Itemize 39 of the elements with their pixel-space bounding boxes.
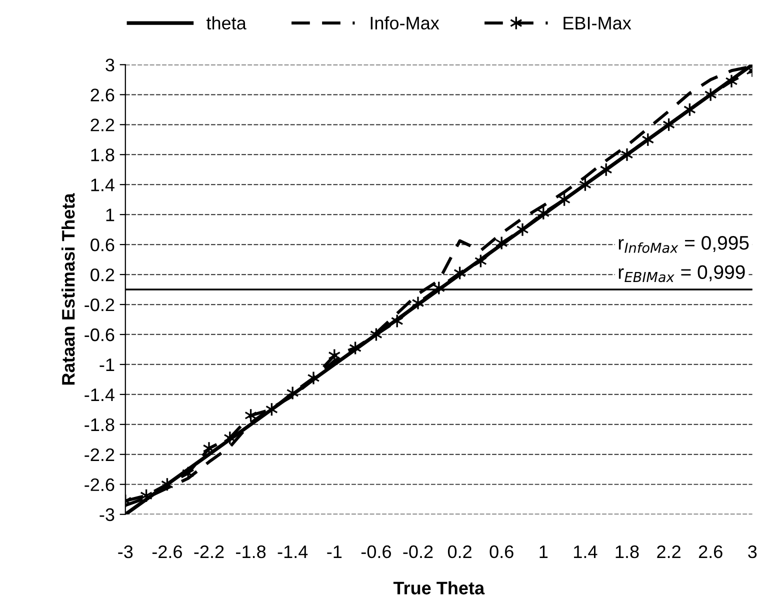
y-tick-label: 1: [106, 208, 114, 222]
x-tick-label: 2.2: [657, 545, 680, 558]
x-tick-label: 0.6: [490, 545, 514, 558]
y-tick-label: -1.4: [84, 388, 114, 401]
x-tick-label: -2.6: [152, 545, 182, 558]
y-tick-label: -3: [100, 508, 114, 522]
x-tick-label: -1.8: [236, 545, 266, 558]
x-tick-label: 2.6: [698, 545, 722, 558]
y-tick-label: -1.8: [84, 418, 114, 432]
x-tick-label: -0.6: [361, 545, 391, 558]
annotation: r$_{InfoMax}$ = 0,995: [618, 236, 749, 253]
y-tick-label: 2.6: [90, 88, 114, 102]
x-tick-label: -2.2: [194, 545, 224, 558]
y-tick-label: -1: [100, 358, 114, 372]
x-tick-label: 1: [540, 546, 548, 558]
y-tick-label: -2.2: [84, 448, 114, 461]
x-tick-label: 0.2: [448, 545, 472, 558]
x-tick-label: 3: [748, 545, 757, 558]
x-axis-title: True Theta: [393, 581, 485, 594]
x-tick-label: -0.2: [403, 545, 433, 558]
y-tick-label: 0.6: [90, 238, 114, 252]
y-tick-label: 1.8: [91, 148, 114, 162]
legend-label: theta: [206, 16, 246, 30]
y-tick-label: -0.2: [84, 298, 114, 312]
legend-label: Info-Max: [370, 16, 440, 30]
y-tick-label: -0.6: [84, 328, 114, 342]
x-tick-label: -1.4: [278, 546, 308, 558]
y-tick-label: 0.2: [90, 268, 114, 282]
annotation: r$_{EBIMax}$ = 0,999: [618, 265, 745, 282]
y-tick-label: 3: [106, 58, 114, 72]
x-tick-label: 1.4: [574, 546, 598, 558]
x-tick-label: 1.8: [616, 545, 639, 558]
x-tick-label: -3: [118, 545, 133, 558]
y-tick-label: -2.6: [84, 478, 114, 492]
y-tick-label: 1.4: [91, 178, 114, 192]
y-tick-label: 2.2: [90, 118, 114, 132]
y-axis-title: Rataan Estimasi Theta: [61, 193, 75, 385]
x-tick-label: -1: [327, 546, 342, 558]
legend-label: EBI-Max: [564, 16, 632, 30]
